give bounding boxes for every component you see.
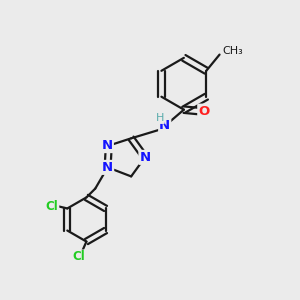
Text: H: H [156,113,164,124]
Text: CH₃: CH₃ [223,46,243,56]
Text: N: N [102,139,113,152]
Text: O: O [198,105,209,118]
Text: N: N [102,161,113,174]
Text: Cl: Cl [46,200,59,213]
Text: Cl: Cl [73,250,85,263]
Text: N: N [140,151,151,164]
Text: N: N [159,119,170,132]
